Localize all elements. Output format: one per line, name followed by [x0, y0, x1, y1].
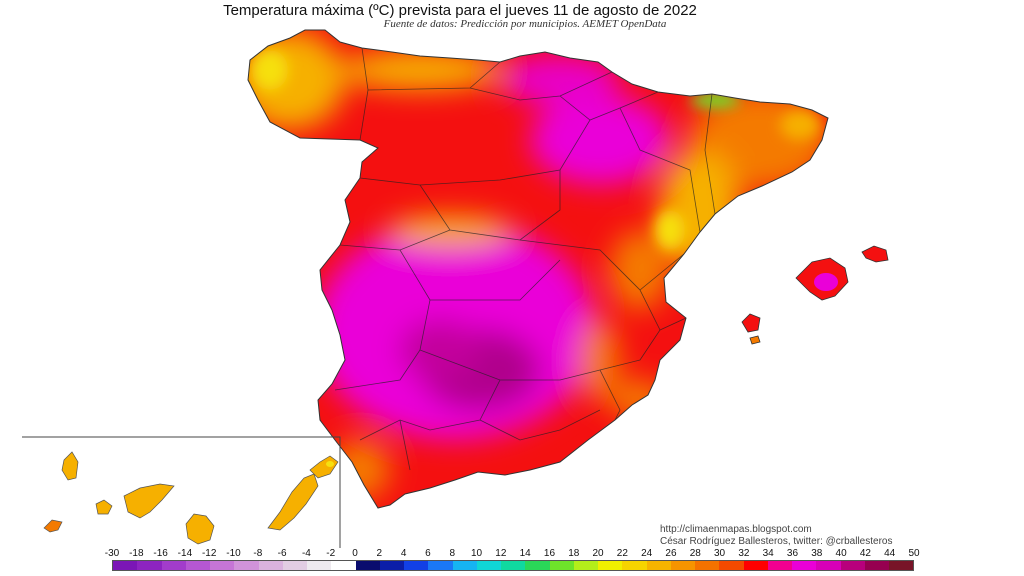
- legend-tick-label: 36: [786, 548, 799, 559]
- legend-tick-label: -30: [104, 548, 120, 559]
- region-borders: [334, 47, 716, 471]
- legend-ticks: -30 -18 -16 -14 -12 -10 -8 -6 -4 -2 0 2 4 6 8 10 12 14 16 1…: [105, 548, 920, 560]
- legend-swatch: [549, 561, 574, 570]
- legend-swatch: [379, 561, 404, 570]
- menorca: [861, 245, 889, 263]
- legend-tick-label: 16: [543, 548, 556, 559]
- legend-tick-label: 4: [400, 548, 407, 559]
- legend-tick-label: 22: [616, 548, 628, 559]
- legend-swatch: [282, 561, 307, 570]
- legend-swatch: [840, 561, 865, 570]
- legend-tick-label: 24: [641, 548, 653, 559]
- legend-swatch: [404, 561, 429, 570]
- legend-swatch: [355, 561, 380, 570]
- legend-swatch: [476, 561, 501, 570]
- legend-tick-label: -10: [226, 548, 241, 559]
- legend-tick-label: -18: [129, 548, 144, 559]
- canary-inset: [22, 436, 341, 548]
- legend-swatch: [573, 561, 598, 570]
- legend-swatch: [113, 561, 138, 570]
- color-legend: -30 -18 -16 -14 -12 -10 -8 -6 -4 -2 0 2 4 6 8 10 12 14 16 1…: [105, 548, 920, 576]
- credit-url: http://climaenmapas.blogspot.com: [660, 524, 812, 535]
- legend-swatch: [816, 561, 841, 570]
- legend-tick-label: 12: [495, 548, 507, 559]
- legend-tick-label: 8: [449, 548, 456, 559]
- legend-swatch: [743, 561, 768, 570]
- legend-tick-label: 42: [859, 548, 871, 559]
- legend-tick-label: -12: [201, 548, 217, 559]
- legend-swatch: [210, 561, 235, 570]
- legend-swatch: [598, 561, 623, 570]
- formentera: [749, 335, 761, 345]
- legend-swatch: [622, 561, 647, 570]
- legend-tick-label: 20: [592, 548, 604, 559]
- mallorca-core: [814, 273, 838, 291]
- legend-swatch: [792, 561, 817, 570]
- legend-swatch: [670, 561, 695, 570]
- map-subtitle: Fuente de datos: Predicción por municipi…: [383, 18, 667, 30]
- legend-swatch: [307, 561, 332, 570]
- legend-tick-label: 26: [665, 548, 677, 559]
- legend-swatch: [428, 561, 453, 570]
- credit-author: César Rodríguez Ballesteros, twitter: @c…: [660, 536, 893, 547]
- legend-swatch: [889, 561, 914, 570]
- legend-swatch: [137, 561, 162, 570]
- legend-tick-label: 28: [689, 548, 701, 559]
- gran-canaria: [185, 513, 215, 545]
- tenerife: [123, 483, 175, 519]
- legend-swatch: [161, 561, 186, 570]
- legend-tick-label: 34: [762, 548, 774, 559]
- balearic-islands: [741, 245, 889, 345]
- legend-swatch: [719, 561, 744, 570]
- legend-tick-label: 38: [811, 548, 823, 559]
- legend-tick-label: -4: [301, 548, 311, 559]
- legend-tick-label: 32: [738, 548, 750, 559]
- legend-tick-label: 0: [352, 548, 358, 559]
- la-palma: [61, 451, 79, 481]
- legend-swatch: [452, 561, 477, 570]
- legend-swatch: [331, 561, 356, 570]
- legend-tick-label: 6: [425, 548, 431, 559]
- legend-swatch: [695, 561, 720, 570]
- legend-tick-label: -6: [277, 548, 287, 559]
- el-hierro: [43, 519, 63, 533]
- legend-bar: [112, 560, 914, 571]
- legend-tick-label: -2: [326, 548, 336, 559]
- legend-swatch: [767, 561, 792, 570]
- legend-tick-label: -16: [153, 548, 168, 559]
- legend-tick-label: 40: [835, 548, 847, 559]
- legend-swatch: [864, 561, 889, 570]
- legend-tick-label: -14: [177, 548, 193, 559]
- fuerteventura: [267, 473, 319, 531]
- legend-swatch: [501, 561, 526, 570]
- legend-tick-label: -8: [253, 548, 263, 559]
- legend-tick-label: 30: [714, 548, 726, 559]
- legend-swatch: [234, 561, 259, 570]
- legend-tick-label: 2: [376, 548, 383, 559]
- inset-frame: [22, 436, 341, 548]
- legend-tick-label: 10: [470, 548, 483, 559]
- legend-tick-label: 18: [568, 548, 580, 559]
- legend-tick-label: 50: [908, 548, 920, 559]
- legend-swatch: [185, 561, 210, 570]
- legend-swatch: [258, 561, 283, 570]
- ibiza: [741, 313, 761, 333]
- legend-tick-label: 14: [519, 548, 531, 559]
- legend-swatch: [525, 561, 550, 570]
- legend-swatch: [646, 561, 671, 570]
- la-gomera: [95, 499, 113, 515]
- legend-tick-label: 44: [884, 548, 896, 559]
- map-title: Temperatura máxima (ºC) prevista para el…: [223, 2, 697, 19]
